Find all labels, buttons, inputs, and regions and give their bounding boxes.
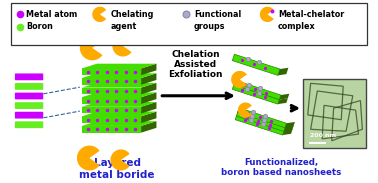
- Wedge shape: [231, 71, 247, 88]
- Wedge shape: [92, 7, 106, 22]
- Polygon shape: [279, 94, 289, 100]
- Wedge shape: [80, 36, 102, 60]
- FancyBboxPatch shape: [15, 102, 43, 109]
- Polygon shape: [82, 126, 141, 133]
- Polygon shape: [278, 98, 288, 104]
- Polygon shape: [141, 102, 156, 113]
- Text: complex: complex: [278, 22, 316, 31]
- Polygon shape: [141, 73, 156, 85]
- Polygon shape: [285, 122, 295, 128]
- FancyBboxPatch shape: [303, 79, 366, 148]
- Polygon shape: [82, 97, 141, 104]
- Text: Functionalized,
boron based nanosheets: Functionalized, boron based nanosheets: [221, 158, 341, 178]
- Polygon shape: [283, 129, 293, 135]
- FancyBboxPatch shape: [15, 83, 43, 90]
- Polygon shape: [232, 54, 280, 75]
- Polygon shape: [82, 78, 141, 85]
- Text: 200 nm: 200 nm: [310, 133, 336, 138]
- Text: Metal atom: Metal atom: [26, 10, 77, 19]
- Wedge shape: [112, 36, 132, 57]
- FancyBboxPatch shape: [15, 112, 43, 119]
- Text: Metal-chelator: Metal-chelator: [278, 10, 344, 19]
- Polygon shape: [234, 80, 281, 100]
- Wedge shape: [110, 149, 130, 171]
- Polygon shape: [82, 68, 141, 75]
- Polygon shape: [82, 92, 156, 97]
- Wedge shape: [77, 145, 99, 171]
- Polygon shape: [235, 115, 284, 135]
- Polygon shape: [278, 68, 288, 75]
- Polygon shape: [141, 112, 156, 123]
- Polygon shape: [141, 92, 156, 104]
- Polygon shape: [236, 111, 285, 131]
- Text: Layered
metal boride: Layered metal boride: [79, 158, 155, 180]
- Polygon shape: [82, 107, 141, 113]
- Polygon shape: [82, 102, 156, 107]
- Text: Functional: Functional: [194, 10, 241, 19]
- Polygon shape: [82, 73, 156, 78]
- Text: groups: groups: [194, 22, 225, 31]
- Polygon shape: [82, 116, 141, 123]
- Polygon shape: [82, 83, 156, 88]
- Text: agent: agent: [110, 22, 137, 31]
- FancyBboxPatch shape: [15, 121, 43, 128]
- Wedge shape: [238, 102, 252, 118]
- Polygon shape: [238, 108, 287, 128]
- Polygon shape: [284, 126, 294, 131]
- Text: Boron: Boron: [26, 22, 53, 31]
- Wedge shape: [260, 7, 274, 22]
- Polygon shape: [82, 88, 141, 94]
- FancyBboxPatch shape: [15, 93, 43, 99]
- Polygon shape: [141, 83, 156, 94]
- Text: Chelating: Chelating: [110, 10, 154, 19]
- Polygon shape: [141, 64, 156, 75]
- FancyBboxPatch shape: [15, 73, 43, 80]
- Polygon shape: [82, 121, 156, 126]
- Polygon shape: [82, 112, 156, 116]
- Polygon shape: [82, 64, 156, 68]
- Polygon shape: [141, 121, 156, 133]
- Polygon shape: [232, 85, 279, 104]
- Text: Chelation
Assisted
Exfoliation: Chelation Assisted Exfoliation: [169, 50, 223, 79]
- FancyBboxPatch shape: [309, 142, 326, 144]
- FancyBboxPatch shape: [11, 3, 367, 44]
